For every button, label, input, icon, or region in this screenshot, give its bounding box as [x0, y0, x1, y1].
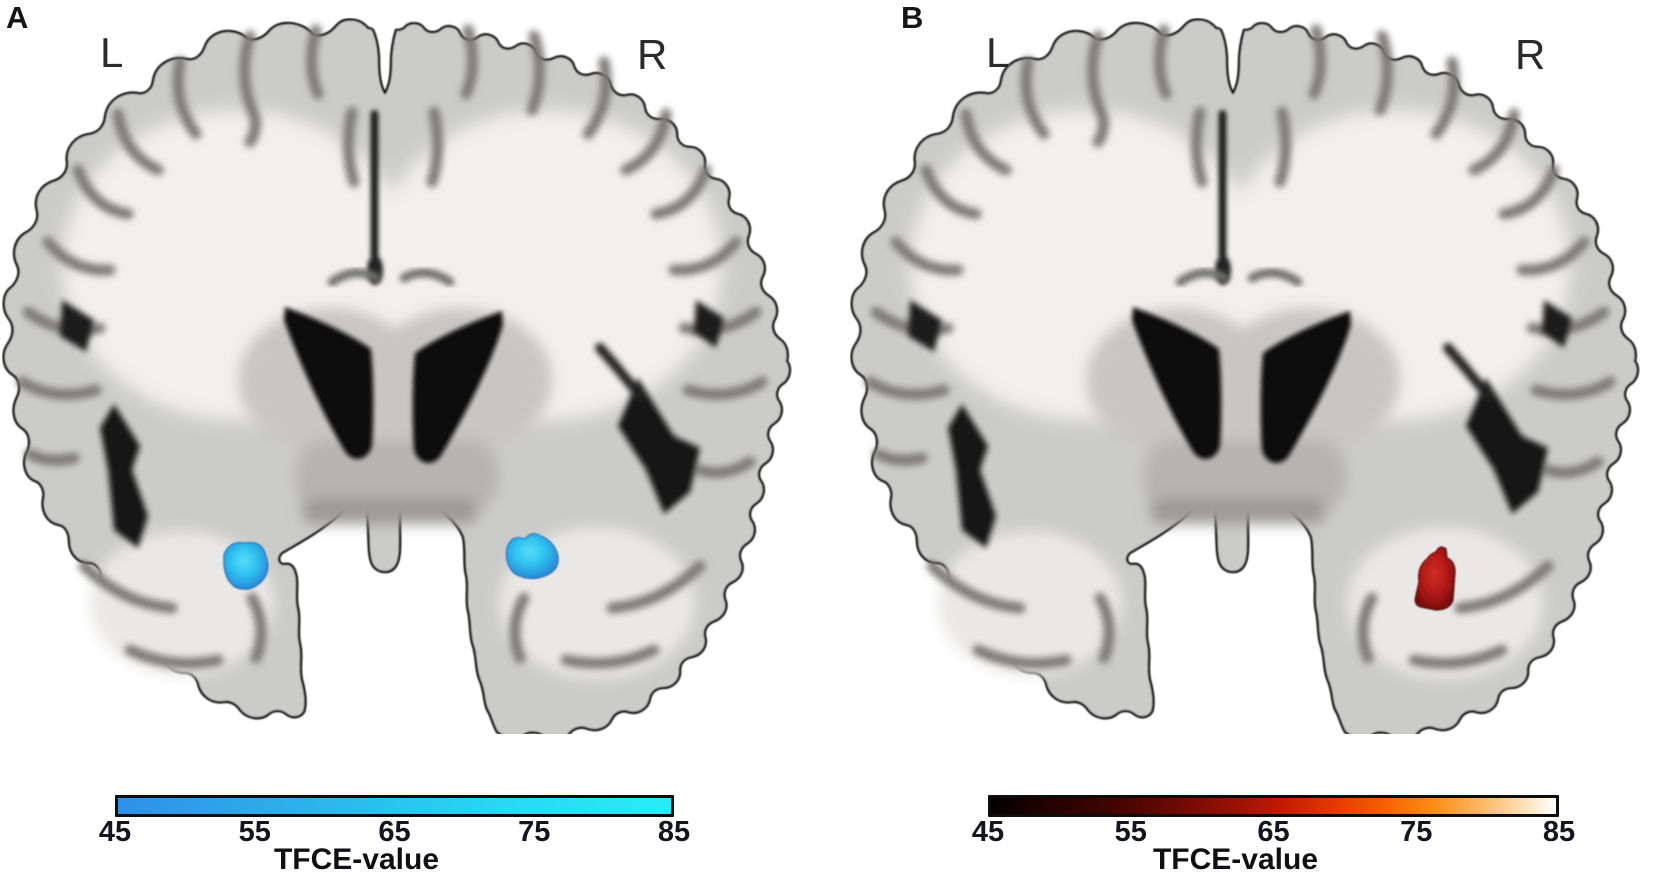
panel-b-right-marker: R	[1515, 31, 1546, 78]
colorbar-b-tick: 55	[1114, 816, 1147, 848]
panel-b-clusters	[1414, 546, 1456, 611]
colorbar-a-tick: 65	[378, 816, 411, 848]
colorbar-a	[115, 795, 674, 817]
colorbar-a-tick: 55	[238, 816, 271, 848]
colorbar-b-tick: 85	[1542, 816, 1576, 848]
colorbar-a-tick: 85	[657, 816, 691, 848]
colorbar-a-tick: 45	[98, 816, 132, 848]
colorbar-b-tick: 75	[1400, 816, 1433, 848]
panel-a-clusters	[223, 533, 559, 590]
colorbar-b-ticks: 45 55 65 75 85	[972, 816, 1575, 848]
panel-a-label: A	[6, 0, 29, 35]
cluster-a-left	[223, 542, 269, 590]
colorbar-b-tick: 65	[1257, 816, 1290, 848]
brain-slice-a	[2, 18, 792, 734]
cluster-b-right	[1414, 546, 1456, 611]
colorbar-b-title: TFCE-value	[1152, 843, 1319, 876]
colorbar-a-title: TFCE-value	[273, 843, 440, 876]
colorbar-b	[988, 795, 1559, 817]
brain-slice-b	[850, 18, 1640, 734]
panel-a-right-marker: R	[637, 31, 668, 78]
cluster-a-right	[505, 533, 559, 580]
colorbar-b-tick: 45	[971, 816, 1005, 848]
panel-b-label: B	[901, 0, 924, 35]
colorbar-a-ticks: 45 55 65 75 85	[99, 816, 690, 848]
panel-b-left-marker: L	[986, 29, 1010, 76]
colorbar-a-tick: 75	[518, 816, 551, 848]
panel-a-left-marker: L	[100, 29, 124, 76]
